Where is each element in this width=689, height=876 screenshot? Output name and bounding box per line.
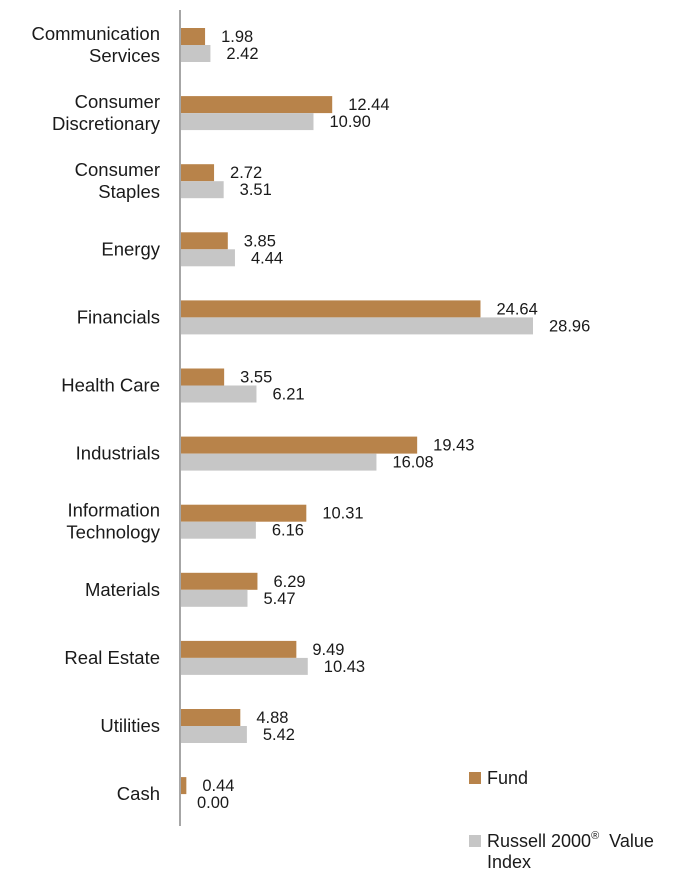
category-label: Communication Services xyxy=(31,23,160,66)
category-label-line: Information xyxy=(67,500,160,521)
bar-index xyxy=(181,45,211,62)
bar-fund xyxy=(181,572,258,590)
value-label-index: 4.44 xyxy=(251,249,283,267)
bar-index xyxy=(181,453,377,471)
bar-index xyxy=(181,181,224,199)
value-label-index: 10.43 xyxy=(324,658,365,676)
value-label-index: 6.21 xyxy=(272,386,304,404)
legend-label-index-sup: ® xyxy=(591,830,599,842)
value-label-index: 5.47 xyxy=(263,590,295,608)
bar-fund xyxy=(181,777,187,795)
value-label-index: 2.42 xyxy=(226,45,258,63)
category-label-line: Communication xyxy=(31,23,160,44)
category-label-line: Health Care xyxy=(61,375,160,396)
bar-fund xyxy=(181,164,215,182)
value-label-index: 28.96 xyxy=(549,317,590,335)
bar-fund xyxy=(181,640,297,658)
legend-label-index-tail: Value xyxy=(599,831,654,851)
bar-index xyxy=(181,317,533,335)
bar-index xyxy=(181,249,235,267)
value-label-fund: 1.98 xyxy=(221,28,253,46)
category-label-line: Materials xyxy=(85,579,160,600)
legend-swatch-fund xyxy=(469,772,481,784)
category-label: Consumer Staples xyxy=(75,159,160,202)
value-label-fund: 0.44 xyxy=(202,777,234,795)
category-label: Cash xyxy=(117,783,160,804)
legend-label-index-main: Russell 2000 xyxy=(487,831,591,851)
value-label-fund: 4.88 xyxy=(256,709,288,727)
bar-fund xyxy=(181,96,333,114)
bar-fund xyxy=(181,232,228,250)
legend-label-index-line2: Index xyxy=(487,852,531,872)
bar-index xyxy=(181,589,248,607)
bar-index xyxy=(181,113,314,131)
category-label-line: Consumer xyxy=(75,91,160,112)
bar-fund xyxy=(181,709,241,726)
value-label-fund: 2.72 xyxy=(230,164,262,182)
category-label: Utilities xyxy=(100,715,160,736)
legend-label-index: Russell 2000® Value xyxy=(487,830,654,851)
category-label: Real Estate xyxy=(64,647,160,668)
value-label-fund: 3.55 xyxy=(240,369,272,387)
value-label-fund: 3.85 xyxy=(244,232,276,250)
value-label-index: 0.00 xyxy=(197,794,229,812)
bar-fund xyxy=(181,28,206,45)
category-label-line: Consumer xyxy=(75,159,160,180)
category-label: Industrials xyxy=(76,443,160,464)
category-label: Energy xyxy=(101,238,160,259)
bar-index xyxy=(181,385,257,403)
bar-fund xyxy=(181,436,418,454)
category-label-line: Energy xyxy=(101,238,160,259)
category-label-line: Financials xyxy=(77,306,160,327)
legend-swatch-index xyxy=(469,835,481,847)
category-label-line: Technology xyxy=(66,522,160,543)
category-label: Consumer Discretionary xyxy=(52,91,161,134)
bar-fund xyxy=(181,504,307,522)
value-label-index: 16.08 xyxy=(392,454,433,472)
legend: Fund Russell 2000® Value Index xyxy=(469,768,654,872)
category-label-line: Utilities xyxy=(100,715,160,736)
category-label-line: Services xyxy=(89,45,160,66)
category-label: Health Care xyxy=(61,375,160,396)
category-label-line: Industrials xyxy=(76,443,160,464)
value-label-fund: 6.29 xyxy=(273,573,305,591)
bar-index xyxy=(181,657,308,675)
value-label-fund: 19.43 xyxy=(433,437,474,455)
bar-fund xyxy=(181,300,481,318)
category-label-line: Staples xyxy=(98,181,160,202)
bar-index xyxy=(181,726,247,743)
bar-index xyxy=(181,521,256,539)
value-label-index: 3.51 xyxy=(240,181,272,199)
category-label-line: Discretionary xyxy=(52,113,161,134)
bars xyxy=(181,28,533,795)
category-label: Financials xyxy=(77,306,160,327)
category-label-line: Real Estate xyxy=(64,647,160,668)
value-label-index: 6.16 xyxy=(272,522,304,540)
bar-fund xyxy=(181,368,225,386)
category-label: Materials xyxy=(85,579,160,600)
legend-label-fund: Fund xyxy=(487,768,528,788)
category-label: Information Technology xyxy=(66,500,160,543)
value-label-fund: 9.49 xyxy=(312,641,344,659)
value-label-index: 10.90 xyxy=(329,113,370,131)
value-label-fund: 12.44 xyxy=(348,96,389,114)
value-label-index: 5.42 xyxy=(263,726,295,744)
value-label-fund: 24.64 xyxy=(496,300,537,318)
category-label-line: Cash xyxy=(117,783,160,804)
value-label-fund: 10.31 xyxy=(322,505,363,523)
